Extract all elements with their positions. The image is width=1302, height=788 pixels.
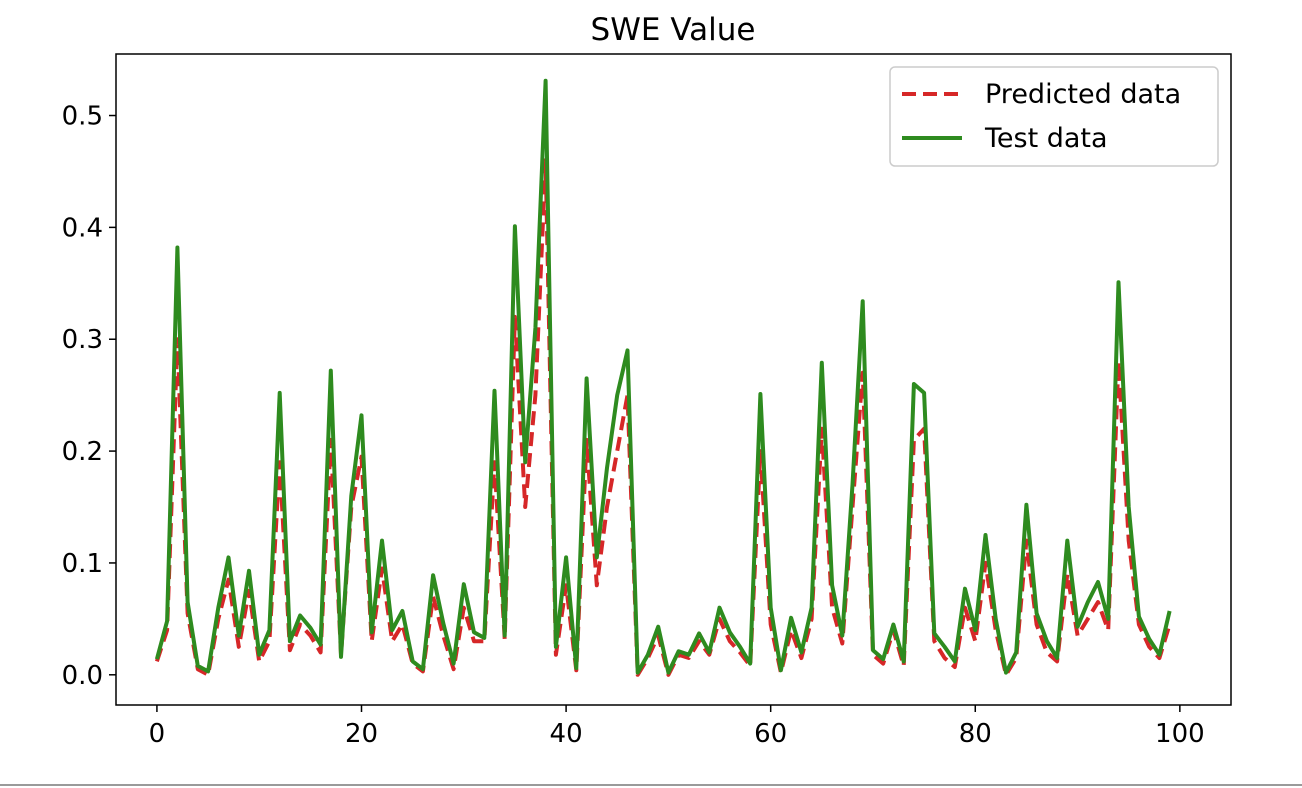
x-tick-label: 20: [345, 719, 378, 749]
x-tick-label: 100: [1155, 719, 1205, 749]
x-tick-label: 80: [959, 719, 992, 749]
x-tick-label: 0: [149, 719, 166, 749]
cell-divider: [0, 784, 1302, 786]
series-line-0: [154, 158, 1172, 677]
y-tick-label: 0.5: [62, 102, 103, 132]
x-axis: 0 20 40 60 80 100: [149, 705, 1205, 749]
legend-label-1: Test data: [984, 123, 1108, 154]
x-tick-label: 40: [550, 719, 583, 749]
y-tick-label: 0.1: [62, 549, 103, 579]
x-tick-label: 60: [754, 719, 787, 749]
y-tick-label: 0.4: [62, 213, 103, 243]
axes-frame: [115, 53, 1232, 706]
series-line-1: [154, 78, 1172, 675]
legend-box: [889, 66, 1219, 167]
y-axis: 0.0 0.1 0.2 0.3 0.4 0.5: [62, 102, 116, 691]
legend-label-0: Predicted data: [985, 79, 1181, 110]
y-tick-label: 0.2: [62, 437, 103, 467]
y-tick-label: 0.0: [62, 661, 103, 691]
y-tick-label: 0.3: [62, 325, 103, 355]
plot-area: [154, 78, 1172, 677]
chart-title: SWE Value: [591, 12, 756, 48]
legend: Predicted data Test data: [889, 66, 1219, 167]
